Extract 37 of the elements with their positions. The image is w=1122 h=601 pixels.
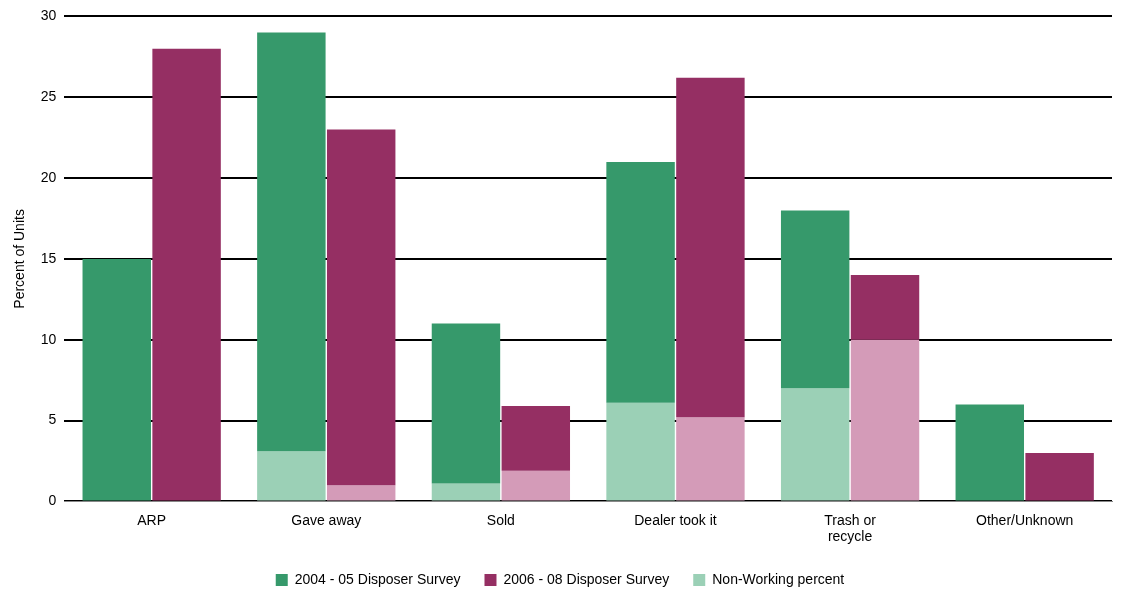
legend-label: 2004 - 05 Disposer Survey <box>294 570 461 587</box>
x-tick-label: ARP <box>137 511 167 528</box>
bar <box>780 388 850 501</box>
bar <box>606 402 675 501</box>
legend-label: 2006 - 08 Disposer Survey <box>503 570 670 587</box>
y-tick-label: 5 <box>48 411 57 428</box>
bar <box>606 161 675 403</box>
y-tick-label: 20 <box>40 168 57 185</box>
y-tick-label: 15 <box>40 249 57 266</box>
y-tick-label: 10 <box>40 330 57 347</box>
legend-label: Non-Working percent <box>712 570 845 587</box>
y-tick-label: 0 <box>48 492 57 509</box>
x-tick-label: Trash or recycle <box>824 511 877 545</box>
y-tick-label: 30 <box>40 7 57 24</box>
bar <box>1025 452 1094 501</box>
bar <box>676 77 745 418</box>
y-tick-label: 25 <box>40 88 57 105</box>
bar <box>431 323 501 484</box>
bar <box>850 339 920 501</box>
bar <box>955 404 1024 501</box>
bar <box>257 32 326 452</box>
x-tick-label: Other/Unknown <box>976 511 1074 528</box>
y-axis-title: Percent of Units <box>11 209 28 309</box>
bar <box>501 406 571 471</box>
bar <box>431 483 501 501</box>
bar <box>257 451 326 501</box>
bar <box>676 417 745 501</box>
bar <box>326 129 396 486</box>
x-tick-label: Gave away <box>291 511 362 528</box>
bar <box>501 470 571 501</box>
x-tick-label: Dealer took it <box>634 511 717 528</box>
bar <box>152 48 221 501</box>
bar <box>326 485 396 501</box>
bar <box>82 258 151 501</box>
bar <box>850 275 920 340</box>
bar <box>780 210 850 389</box>
x-tick-label: Sold <box>486 511 515 528</box>
